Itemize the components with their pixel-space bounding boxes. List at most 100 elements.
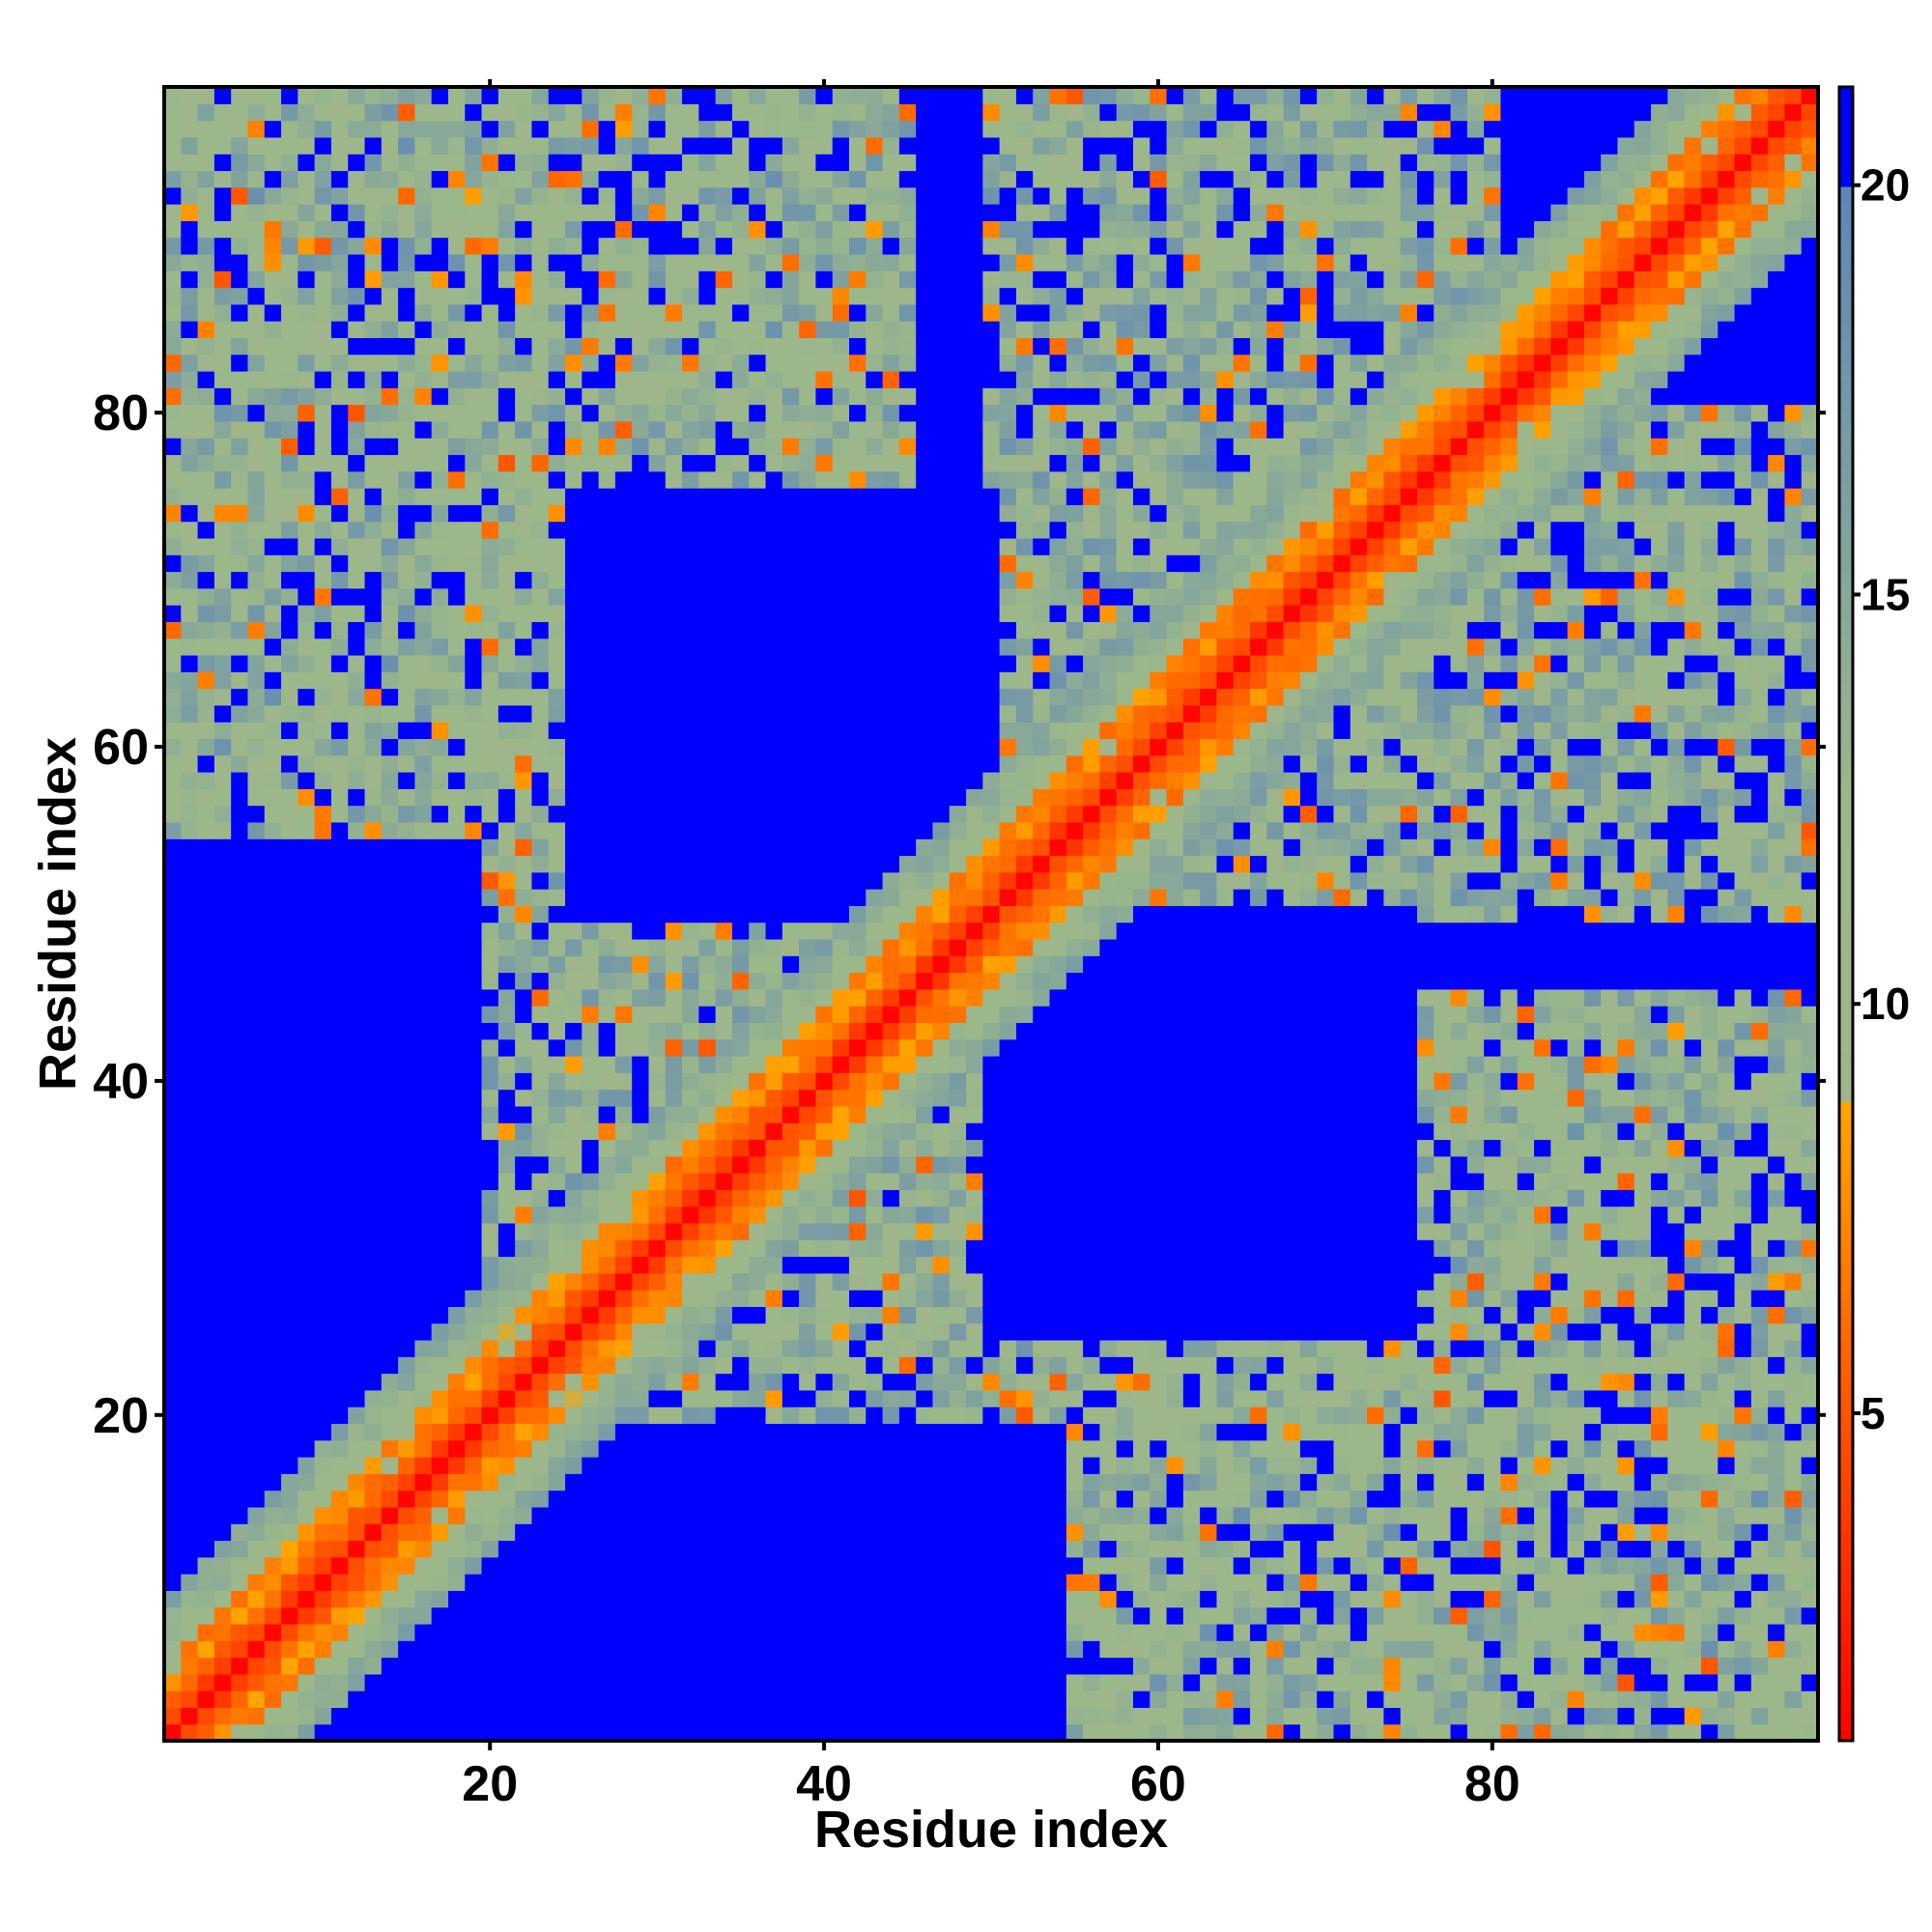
heatmap-cell <box>982 1339 1001 1357</box>
heatmap-cell <box>398 922 415 940</box>
heatmap-cell <box>698 554 717 573</box>
heatmap-cell <box>264 838 282 857</box>
heatmap-cell <box>481 237 499 255</box>
heatmap-cell <box>832 420 850 439</box>
heatmap-cell <box>882 922 900 940</box>
heatmap-cell <box>749 1723 767 1742</box>
heatmap-cell <box>247 1290 266 1307</box>
heatmap-cell <box>247 1723 266 1742</box>
heatmap-cell <box>431 1022 449 1040</box>
heatmap-cell <box>749 722 767 740</box>
heatmap-cell <box>515 821 533 839</box>
heatmap-cell <box>932 704 951 723</box>
heatmap-cell <box>548 1640 566 1659</box>
heatmap-cell <box>882 404 900 422</box>
heatmap-cell <box>481 1423 499 1441</box>
heatmap-cell <box>849 738 867 756</box>
heatmap-cell <box>898 186 917 205</box>
heatmap-cell <box>213 1222 232 1240</box>
heatmap-cell <box>515 1356 533 1375</box>
heatmap-cell <box>682 1089 699 1107</box>
heatmap-cell <box>481 738 499 756</box>
heatmap-cell <box>665 704 683 723</box>
heatmap-cell <box>582 154 600 172</box>
heatmap-cell <box>330 1423 349 1441</box>
heatmap-cell <box>247 1707 266 1725</box>
heatmap-cell <box>749 605 767 622</box>
heatmap-cell <box>731 253 750 271</box>
heatmap-cell <box>364 1038 383 1057</box>
heatmap-cell <box>665 454 683 472</box>
heatmap-cell <box>582 303 600 322</box>
heatmap-cell <box>565 521 582 539</box>
heatmap-cell <box>765 87 783 104</box>
heatmap-cell <box>781 337 800 355</box>
heatmap-cell <box>765 972 783 990</box>
heatmap-cell <box>231 1322 249 1341</box>
heatmap-cell <box>381 404 399 422</box>
heatmap-cell <box>882 621 900 639</box>
heatmap-cell <box>565 454 582 472</box>
heatmap-cell <box>665 871 683 890</box>
heatmap-cell <box>749 170 767 188</box>
heatmap-cell <box>765 170 783 188</box>
heatmap-cell <box>364 1122 383 1141</box>
heatmap-cell <box>866 1640 884 1659</box>
heatmap-cell <box>832 1072 850 1091</box>
heatmap-cell <box>648 638 667 656</box>
heatmap-cell <box>481 204 499 221</box>
heatmap-cell <box>465 722 483 740</box>
heatmap-cell <box>799 1189 817 1208</box>
heatmap-cell <box>398 120 415 138</box>
heatmap-cell <box>866 404 884 422</box>
heatmap-cell <box>398 688 415 706</box>
heatmap-cell <box>381 889 399 906</box>
heatmap-cell <box>481 1272 499 1291</box>
heatmap-cell <box>731 1623 750 1641</box>
heatmap-cell <box>916 788 934 807</box>
heatmap-cell <box>431 103 449 122</box>
heatmap-cell <box>314 354 332 372</box>
heatmap-cell <box>632 1022 650 1040</box>
heatmap-cell <box>632 905 650 923</box>
heatmap-cell <box>264 1239 282 1258</box>
heatmap-cell <box>330 988 349 1007</box>
heatmap-cell <box>497 688 516 706</box>
heatmap-cell <box>614 1306 633 1324</box>
heatmap-cell <box>781 722 800 740</box>
heatmap-cell <box>749 1373 767 1391</box>
heatmap-cell <box>465 1640 483 1659</box>
heatmap-cell <box>213 1640 232 1659</box>
heatmap-cell <box>832 470 850 489</box>
heatmap-cell <box>164 838 182 857</box>
heatmap-cell <box>381 321 399 338</box>
heatmap-cell <box>298 521 316 539</box>
heatmap-cell <box>665 420 683 439</box>
heatmap-cell <box>898 1256 917 1274</box>
heatmap-cell <box>465 871 483 890</box>
heatmap-cell <box>665 438 683 456</box>
heatmap-cell <box>749 354 767 372</box>
heatmap-cell <box>398 87 415 104</box>
heatmap-cell <box>531 354 550 372</box>
heatmap-cell <box>515 387 533 406</box>
heatmap-cell <box>314 704 332 723</box>
heatmap-cell <box>348 1707 366 1725</box>
heatmap-cell <box>364 688 383 706</box>
heatmap-cell <box>515 1339 533 1357</box>
heatmap-cell <box>298 805 316 823</box>
heatmap-cell <box>264 722 282 740</box>
heatmap-cell <box>665 1072 683 1091</box>
heatmap-cell <box>348 938 366 956</box>
heatmap-cell <box>781 855 800 873</box>
heatmap-cell <box>799 571 817 589</box>
heatmap-cell <box>614 321 633 338</box>
heatmap-cell <box>548 204 566 221</box>
heatmap-cell <box>648 1574 667 1591</box>
heatmap-cell <box>849 955 867 974</box>
heatmap-cell <box>849 1606 867 1625</box>
heatmap-cell <box>565 1072 582 1091</box>
heatmap-cell <box>898 1072 917 1091</box>
heatmap-cell <box>431 170 449 188</box>
heatmap-cell <box>898 287 917 305</box>
